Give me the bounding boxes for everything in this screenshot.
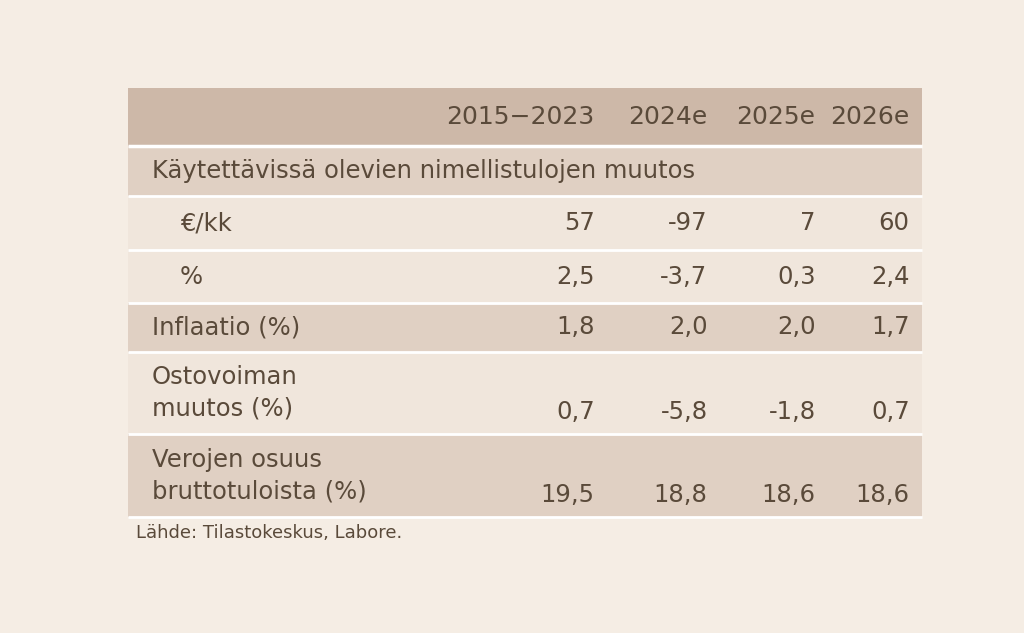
Text: 19,5: 19,5: [541, 483, 595, 506]
Text: 2015−2023: 2015−2023: [446, 105, 595, 129]
Text: 18,8: 18,8: [653, 483, 708, 506]
Text: 2024e: 2024e: [629, 105, 708, 129]
Text: 7: 7: [800, 211, 815, 235]
Text: Käytettävissä olevien nimellistulojen muutos: Käytettävissä olevien nimellistulojen mu…: [152, 159, 695, 183]
Text: 0,7: 0,7: [871, 400, 909, 424]
Text: %: %: [179, 265, 203, 289]
Text: 1,7: 1,7: [871, 315, 909, 339]
Text: Lähde: Tilastokeskus, Labore.: Lähde: Tilastokeskus, Labore.: [136, 524, 402, 542]
Bar: [128, 351, 922, 434]
Text: -97: -97: [668, 211, 708, 235]
Bar: [128, 88, 922, 146]
Text: 57: 57: [564, 211, 595, 235]
Text: 2,0: 2,0: [669, 315, 708, 339]
Text: 2,5: 2,5: [556, 265, 595, 289]
Text: -1,8: -1,8: [768, 400, 815, 424]
Bar: [128, 146, 922, 196]
Text: 18,6: 18,6: [856, 483, 909, 506]
Text: 60: 60: [879, 211, 909, 235]
Text: 2025e: 2025e: [736, 105, 815, 129]
Text: 0,3: 0,3: [777, 265, 815, 289]
Text: 0,7: 0,7: [556, 400, 595, 424]
Bar: [128, 303, 922, 351]
Bar: [128, 434, 922, 517]
Text: 2,0: 2,0: [777, 315, 815, 339]
Text: Inflaatio (%): Inflaatio (%): [152, 315, 300, 339]
Text: 1,8: 1,8: [556, 315, 595, 339]
Text: Ostovoiman
muutos (%): Ostovoiman muutos (%): [152, 365, 298, 421]
Bar: [128, 250, 922, 303]
Text: -5,8: -5,8: [660, 400, 708, 424]
Text: 2026e: 2026e: [830, 105, 909, 129]
Bar: [128, 196, 922, 250]
Text: 18,6: 18,6: [762, 483, 815, 506]
Text: -3,7: -3,7: [660, 265, 708, 289]
Text: 2,4: 2,4: [871, 265, 909, 289]
Text: Verojen osuus
bruttotuloista (%): Verojen osuus bruttotuloista (%): [152, 448, 367, 503]
Text: €/kk: €/kk: [179, 211, 231, 235]
